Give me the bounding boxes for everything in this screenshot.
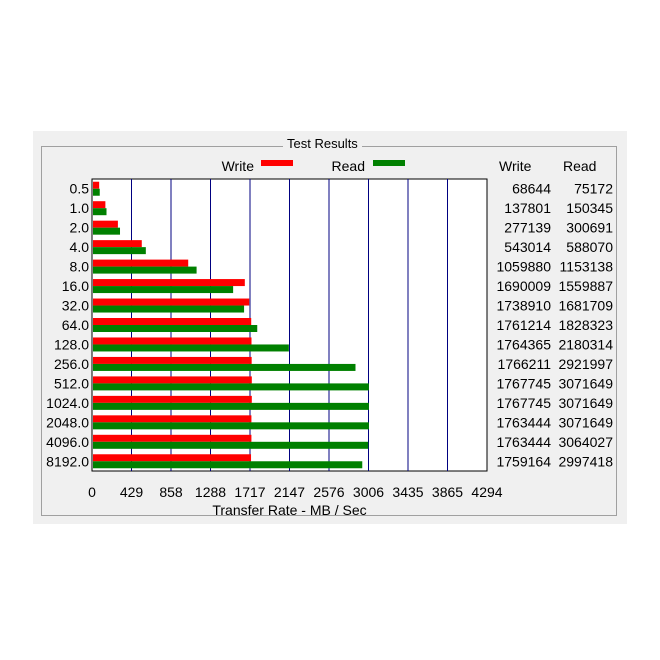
write-value: 1766211 — [498, 356, 552, 372]
write-value: 1059880 — [496, 259, 551, 275]
write-value: 1764365 — [496, 336, 551, 352]
legend-write-swatch — [261, 160, 293, 166]
write-bar — [93, 240, 142, 248]
read-value: 75172 — [574, 181, 613, 197]
read-bar — [93, 383, 369, 391]
write-value: 1759164 — [496, 453, 551, 469]
write-bar — [93, 395, 252, 403]
write-bar — [93, 279, 245, 287]
read-value: 3071649 — [558, 395, 613, 411]
read-value: 150345 — [566, 200, 613, 216]
write-value: 68644 — [512, 181, 551, 197]
read-value: 3071649 — [558, 375, 613, 391]
y-category-label: 2.0 — [70, 220, 90, 236]
write-value: 1767745 — [496, 395, 551, 411]
chart-title: Test Results — [283, 136, 362, 152]
write-bar — [93, 220, 118, 228]
write-column-header: Write — [499, 158, 532, 174]
read-bar — [93, 208, 107, 216]
y-category-label: 64.0 — [62, 317, 89, 333]
x-tick-label: 4294 — [471, 484, 502, 500]
y-category-label: 32.0 — [62, 298, 89, 314]
x-axis-title: Transfer Rate - MB / Sec — [212, 502, 366, 518]
write-value: 1763444 — [496, 414, 551, 430]
write-value: 543014 — [504, 239, 551, 255]
y-category-label: 1024.0 — [46, 395, 89, 411]
read-value: 1828323 — [558, 317, 613, 333]
y-category-label: 16.0 — [62, 278, 89, 294]
read-bar — [93, 188, 100, 196]
bar-chart: 0 429 858 1288 1717 2147 2576 3006 3435 3865 4294 T… — [46, 158, 614, 518]
y-category-label: 256.0 — [54, 356, 89, 372]
read-value: 1681709 — [558, 298, 613, 314]
write-bar — [93, 454, 252, 462]
write-bar — [93, 181, 100, 189]
read-value: 588070 — [566, 239, 613, 255]
read-bar — [93, 305, 245, 313]
read-value: 1153138 — [560, 259, 614, 275]
x-tick-label: 3865 — [432, 484, 463, 500]
results-window: Test Results Write Read 0 429 858 1288 1717 2… — [33, 131, 627, 524]
y-category-label: 128.0 — [54, 336, 89, 352]
legend-write-label: Write — [222, 158, 255, 174]
write-value: 137801 — [504, 200, 551, 216]
read-bar — [93, 402, 369, 410]
y-category-label: 4.0 — [70, 239, 90, 255]
read-bar — [93, 344, 289, 352]
read-bar — [93, 325, 258, 332]
read-value: 300691 — [566, 220, 613, 236]
read-column-header: Read — [563, 158, 597, 174]
x-tick-label: 1717 — [234, 484, 265, 500]
legend-read-swatch — [373, 160, 405, 166]
y-category-label: 512.0 — [54, 375, 89, 391]
y-category-label: 8192.0 — [46, 453, 89, 469]
x-tick-label: 858 — [159, 484, 183, 500]
x-tick-label: 3006 — [353, 484, 384, 500]
write-bar — [93, 259, 189, 267]
write-bar — [93, 298, 250, 306]
write-bar — [93, 318, 252, 325]
legend-read-label: Read — [332, 158, 365, 174]
write-value: 1690009 — [496, 278, 551, 294]
write-value: 277139 — [504, 220, 551, 236]
y-category-label: 2048.0 — [46, 414, 89, 430]
read-value: 3071649 — [558, 414, 613, 430]
read-value: 2997418 — [558, 453, 613, 469]
read-value: 1559887 — [558, 278, 613, 294]
write-bar — [93, 376, 252, 384]
y-category-label: 0.5 — [70, 181, 90, 197]
read-bar — [93, 441, 369, 449]
read-value: 3064027 — [558, 434, 613, 450]
read-bar — [93, 227, 121, 235]
x-tick-label: 2576 — [313, 484, 344, 500]
write-bar — [93, 337, 252, 345]
x-tick-label: 429 — [120, 484, 144, 500]
write-value: 1763444 — [496, 434, 551, 450]
write-value: 1767745 — [496, 375, 551, 391]
y-category-label: 1.0 — [70, 200, 90, 216]
read-bar — [93, 286, 234, 294]
read-bar — [93, 461, 363, 469]
x-tick-label: 3435 — [392, 484, 423, 500]
write-value: 1738910 — [496, 298, 551, 314]
y-category-label: 4096.0 — [46, 434, 89, 450]
read-value: 2180314 — [558, 336, 613, 352]
write-value: 1761214 — [496, 317, 551, 333]
x-tick-label: 2147 — [274, 484, 305, 500]
write-bar — [93, 434, 252, 442]
read-bar — [93, 422, 369, 430]
write-bar — [93, 415, 252, 423]
x-tick-label: 1288 — [195, 484, 226, 500]
x-tick-label: 0 — [88, 484, 96, 500]
read-bar — [93, 247, 146, 255]
read-bar — [93, 266, 197, 274]
write-bar — [93, 201, 106, 209]
y-category-label: 8.0 — [70, 259, 90, 275]
read-value: 2921997 — [558, 356, 613, 372]
read-bar — [93, 363, 356, 371]
write-bar — [93, 356, 252, 364]
